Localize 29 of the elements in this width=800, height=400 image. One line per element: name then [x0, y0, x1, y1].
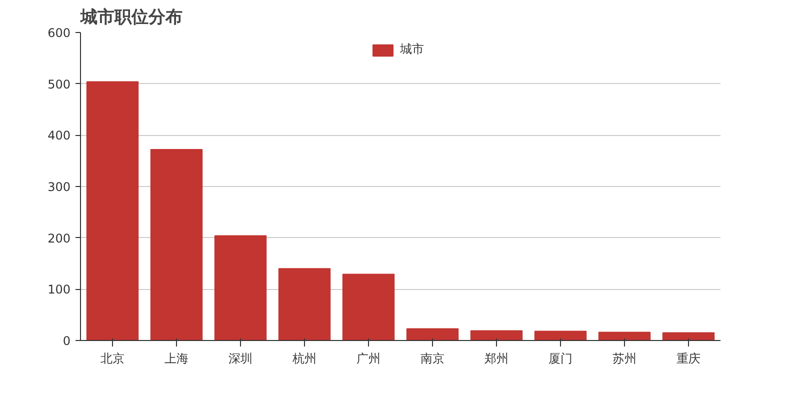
bar [342, 274, 395, 340]
bar [598, 332, 651, 340]
y-tick-label: 400 [48, 128, 70, 143]
bar [150, 149, 203, 340]
x-tick-label: 苏州 [612, 352, 636, 366]
x-tick-label: 郑州 [484, 352, 508, 366]
x-tick-label: 北京 [100, 352, 124, 366]
bar [470, 330, 523, 340]
y-tick-label: 200 [48, 231, 70, 246]
y-tick-label: 300 [48, 180, 70, 194]
bar [86, 81, 139, 340]
bar [406, 328, 459, 340]
bar [662, 332, 715, 340]
x-tick-label: 深圳 [228, 352, 252, 366]
legend-label: 城市 [400, 41, 424, 58]
y-tick-label: 500 [48, 77, 70, 92]
bar [534, 330, 587, 340]
y-tick-label: 0 [62, 334, 71, 348]
x-tick-label: 上海 [164, 352, 188, 366]
y-tick-label: 100 [48, 282, 70, 297]
bar [214, 235, 267, 340]
x-tick-label: 厦门 [548, 352, 572, 366]
x-tick-label: 广州 [356, 352, 380, 366]
x-tick-label: 杭州 [292, 352, 316, 366]
chart-title: 城市职位分布 [80, 8, 182, 28]
bar [278, 268, 331, 340]
x-tick-label: 南京 [420, 352, 444, 366]
x-tick-label: 重庆 [676, 352, 700, 366]
y-tick-label: 600 [48, 26, 70, 40]
